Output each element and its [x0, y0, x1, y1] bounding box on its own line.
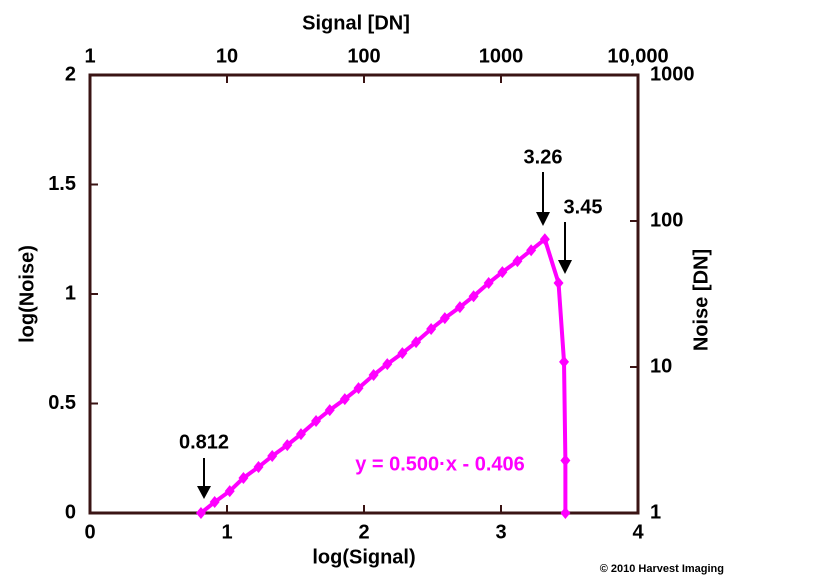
y-tick-label: 2: [65, 63, 76, 85]
x2-tick-label: 100: [347, 45, 380, 67]
data-point: [282, 439, 293, 452]
data-point: [224, 485, 235, 498]
data-point: [512, 255, 523, 268]
y2-tick-label: 1000: [650, 63, 695, 85]
annotation: 3.45: [564, 196, 603, 218]
arrow-head: [536, 212, 550, 226]
y-tick-label: 1.5: [48, 173, 76, 195]
annotation: 3.26: [524, 146, 563, 168]
plot-frame: [88, 73, 640, 515]
x-tick-label: 2: [358, 521, 369, 543]
data-point: [311, 415, 322, 428]
data-point: [339, 393, 350, 406]
data-point: [324, 404, 335, 417]
x-tick-label: 3: [495, 521, 506, 543]
x2-tick-label: 10,000: [607, 45, 668, 67]
data-point: [497, 266, 508, 279]
top-axis-title: Signal [DN]: [302, 12, 410, 34]
data-point: [267, 450, 278, 463]
x-tick-label: 0: [84, 521, 95, 543]
x2-tick-label: 10: [216, 45, 238, 67]
data-point: [553, 277, 564, 290]
arrow-head: [558, 260, 572, 274]
annotation: 0.812: [179, 431, 229, 453]
data-point: [560, 507, 571, 519]
equation: y = 0.500·x - 0.406: [355, 453, 525, 475]
data-point: [295, 428, 306, 441]
y-tick-label: 1: [65, 282, 76, 304]
x2-tick-label: 1000: [479, 45, 524, 67]
data-point: [253, 461, 264, 474]
y2-tick-label: 10: [650, 355, 672, 377]
data-point: [368, 369, 379, 382]
data-point: [195, 507, 206, 519]
y2-tick-label: 100: [650, 209, 683, 231]
y2-axis-title: Noise [DN]: [690, 249, 712, 351]
data-point: [483, 277, 494, 290]
data-point: [238, 471, 249, 484]
footer: © 2010 Harvest Imaging: [600, 563, 724, 575]
data-point: [526, 244, 537, 257]
y-axis-title: log(Noise): [16, 245, 38, 343]
data-point: [411, 336, 422, 349]
data-point: [559, 355, 570, 368]
y-tick-label: 0: [65, 501, 76, 523]
data-point: [426, 323, 437, 336]
data-point: [209, 496, 220, 509]
data-point: [439, 312, 450, 325]
data-point: [468, 290, 479, 303]
x-tick-label: 4: [632, 521, 644, 543]
data-point: [397, 347, 408, 360]
x-axis-title: log(Signal): [312, 546, 415, 568]
data-point: [353, 382, 364, 395]
x-tick-label: 1: [221, 521, 232, 543]
data-point: [382, 358, 393, 371]
data-point: [454, 301, 465, 314]
data-point: [560, 454, 571, 467]
y2-tick-label: 1: [650, 501, 661, 523]
y-tick-label: 0.5: [48, 392, 76, 414]
arrow-head: [197, 486, 211, 499]
data-point: [539, 233, 550, 246]
x2-tick-label: 1: [84, 45, 95, 67]
